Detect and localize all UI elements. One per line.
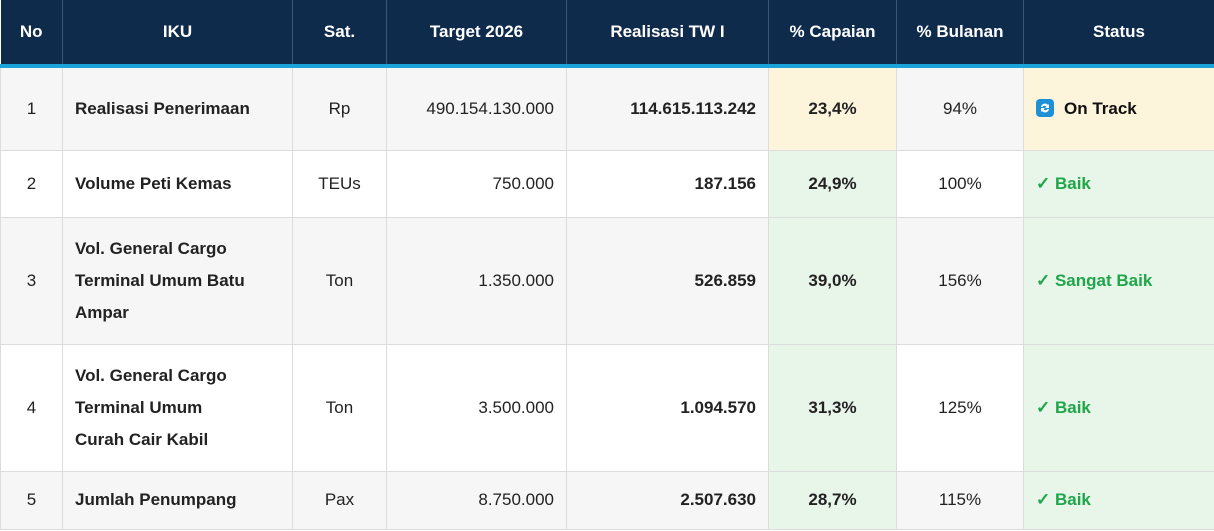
table-row: 2 Volume Peti Kemas TEUs 750.000 187.156 24,9… [0,149,1214,218]
status-text: Baik [1054,173,1091,193]
table-cell: 39,0% [768,216,897,345]
table-cell: ✓ Baik [1023,149,1214,218]
header-row: No IKU Sat. Target 2026 Realisasi TW I% Capa… [0,0,1214,68]
table-cell: ✓ Baik [1023,343,1214,472]
table-row: 5 Jumlah Penumpang Pax 8.750.000 2.507.630 28… [0,470,1214,530]
table-cell: 94% [896,65,1024,151]
column-header: Status [1023,0,1214,68]
table-cell: 100% [896,149,1024,218]
table-cell: Vol. General Cargo Terminal Umum Curah C… [62,343,293,472]
iku-name: Vol. General Cargo Terminal Umum Curah C… [75,365,227,449]
table-cell: 3 [0,216,63,345]
table-cell: 1 [0,65,63,151]
status-text: Sangat Baik [1054,270,1153,290]
table-cell: 2.507.630 [566,470,769,530]
column-header: % Bulanan [896,0,1024,68]
check-icon: ✓ [1036,490,1055,509]
column-header: % Capaian [768,0,897,68]
table-cell: 24,9% [768,149,897,218]
check-icon: ✓ [1036,397,1055,417]
table-cell: ✓ Baik [1023,470,1214,530]
table-cell: 526.859 [566,216,769,345]
column-header: Target 2026 [386,0,567,68]
status-text: Baik [1054,397,1091,417]
table-cell: Jumlah Penumpang [62,470,293,530]
table-cell: 114.615.113.242 [566,65,769,151]
table-cell: 31,3% [768,343,897,472]
column-header: No [0,0,63,68]
check-icon: ✓ [1036,173,1055,193]
table-cell: 23,4% [768,65,897,151]
table-cell: 115% [896,470,1024,530]
status-icon [1036,98,1054,117]
table-cell: 28,7% [768,470,897,530]
iku-name: Volume Peti Kemas [75,173,232,193]
iku-name: Realisasi Penerimaan [75,98,250,118]
check-icon: ✓ [1036,270,1055,290]
table-cell: 156% [896,216,1024,345]
table-row: 3 Vol. General Cargo Terminal Umum Batu A… [0,216,1214,345]
table-cell: 490.154.130.000 [386,65,567,151]
table-row: 4 Vol. General Cargo Terminal Umum Curah … [0,343,1214,472]
table-cell: Volume Peti Kemas [62,149,293,218]
table-cell: 8.750.000 [386,470,567,530]
table-cell: ✓ Sangat Baik [1023,216,1214,345]
table-cell: 1.094.570 [566,343,769,472]
table-cell: Vol. General Cargo Terminal Umum Batu Am… [62,216,293,345]
table-cell: 1.350.000 [386,216,567,345]
table-cell: 3.500.000 [386,343,567,472]
table-cell: Ton [292,343,387,472]
table-cell: 750.000 [386,149,567,218]
table-cell: Rp [292,65,387,151]
table-cell: 125% [896,343,1024,472]
status-text: On Track [1064,98,1137,118]
iku-name: Vol. General Cargo Terminal Umum Batu Am… [75,238,245,322]
table-row: 1 Realisasi Penerimaan Rp 490.154.130.000 11… [0,65,1214,151]
table-cell: 5 [0,470,63,530]
table-cell: 2 [0,149,63,218]
table-cell: Ton [292,216,387,345]
table-cell: TEUs [292,149,387,218]
column-header: IKU [62,0,293,68]
table-cell: Realisasi Penerimaan [62,65,293,151]
table-cell: 187.156 [566,149,769,218]
status-text: Baik [1054,490,1091,509]
table-body: 1 Realisasi Penerimaan Rp 490.154.130.000 11… [0,65,1214,530]
column-header: Sat. [292,0,387,68]
table-cell: Pax [292,470,387,530]
table-cell: On Track [1023,65,1214,151]
table-cell: 4 [0,343,63,472]
iku-name: Jumlah Penumpang [75,490,237,509]
column-header: Realisasi TW I [566,0,769,68]
